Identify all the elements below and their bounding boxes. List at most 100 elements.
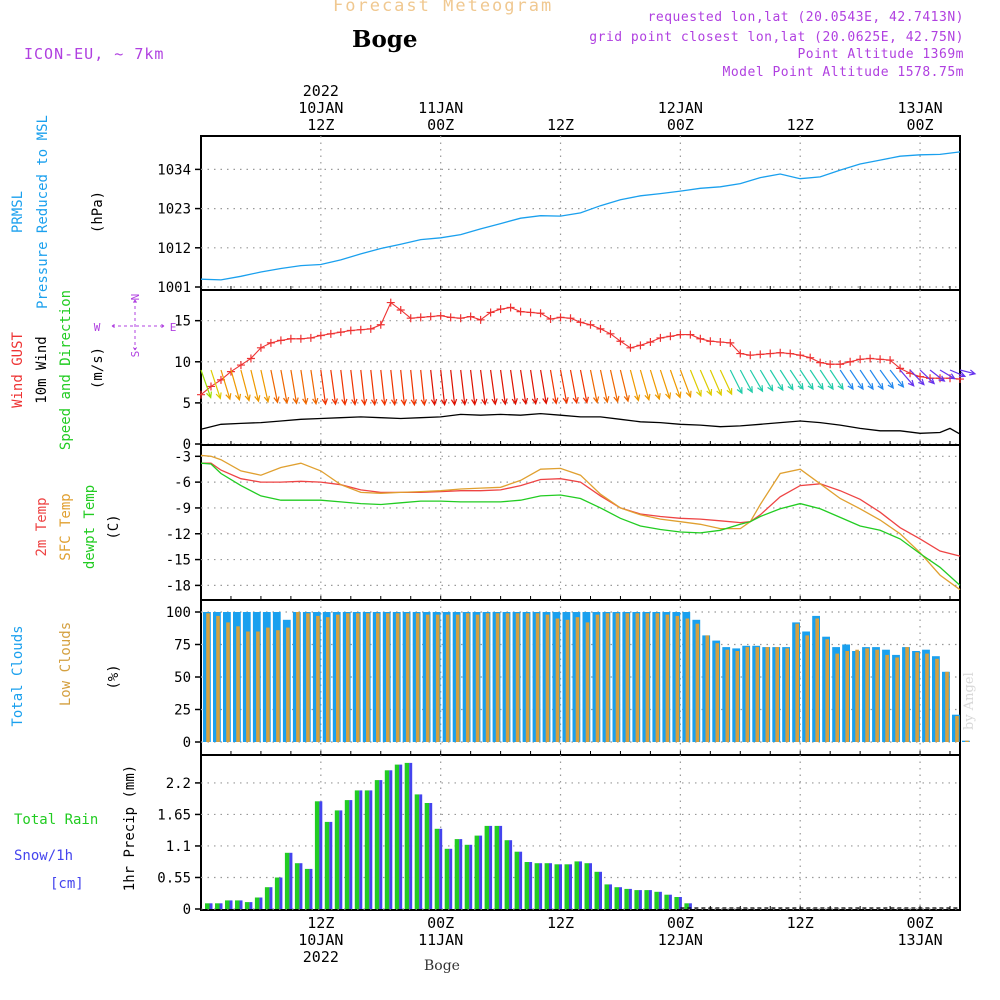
rain-bar: [235, 900, 240, 909]
top-time-label: 10JAN: [298, 99, 343, 117]
low-cloud-bar: [865, 648, 869, 742]
low-cloud-bar: [845, 651, 849, 742]
snow-bar: [369, 790, 373, 909]
y-tick-label: -9: [174, 501, 191, 517]
low-cloud-bar: [276, 630, 280, 742]
rain-bar: [474, 835, 480, 909]
wind-arrow: [300, 369, 309, 406]
gust-point: [286, 334, 295, 343]
y-tick-label: 2.2: [166, 776, 191, 792]
low-cloud-bar: [395, 613, 400, 742]
snow-bar: [678, 897, 682, 909]
snow-bar: [409, 762, 413, 909]
low-cloud-bar: [286, 627, 290, 742]
y-tick-label: 50: [174, 670, 191, 686]
wind-arrow: [689, 369, 702, 398]
low-cloud-bar: [256, 631, 260, 742]
gust-point: [646, 338, 655, 347]
compass-w: W: [94, 321, 101, 334]
y-tick-label: 1001: [157, 280, 191, 296]
rain-bar: [504, 840, 510, 909]
snow-bar: [319, 801, 323, 909]
rain-bar: [564, 864, 569, 909]
snow-bar: [499, 825, 503, 909]
wind-arrow: [849, 369, 864, 391]
snow-bar: [279, 877, 283, 909]
snow-bar: [289, 852, 293, 909]
gust-point: [566, 314, 575, 323]
panel-temperature: -3 -6 -9 -12 -15 -18: [166, 444, 961, 601]
label-prmsl: PRMSL: [10, 191, 26, 233]
rain-bar: [544, 863, 550, 909]
low-cloud-bar: [885, 654, 889, 742]
top-time-label: 11JAN: [418, 99, 463, 117]
low-cloud-bar: [815, 618, 819, 742]
wind-arrow: [959, 369, 977, 376]
wind-arrow: [470, 369, 478, 406]
dewpt-line: [200, 462, 961, 586]
gust-point: [626, 343, 635, 352]
low-cloud-bar: [765, 647, 770, 742]
y-tick-label: 5: [183, 396, 191, 412]
bottom-time-label: 00Z: [907, 914, 934, 932]
label-cm: [cm]: [50, 876, 84, 892]
gust-point: [426, 312, 435, 321]
rain-bar: [314, 801, 320, 909]
bottom-time-label: 13JAN: [897, 931, 942, 949]
snow-bar: [549, 863, 552, 909]
compass-n: N: [129, 294, 142, 301]
y-tick-label: 1.65: [157, 807, 191, 823]
label-celsius: (C): [106, 514, 122, 539]
low-cloud-bar: [635, 613, 640, 742]
rain-bar: [374, 780, 380, 909]
gust-point: [896, 364, 905, 373]
temp-2m-line: [201, 462, 961, 557]
low-cloud-bar: [316, 615, 320, 742]
snow-bar: [229, 900, 233, 909]
y-tick-label: 25: [174, 703, 191, 719]
wind-arrow: [420, 369, 427, 407]
gust-point: [616, 337, 625, 346]
low-cloud-bar: [535, 613, 540, 742]
low-cloud-bar: [585, 622, 590, 742]
rain-bar: [674, 897, 679, 909]
gust-point: [656, 333, 665, 342]
low-cloud-bar: [306, 613, 310, 742]
wind-arrow: [220, 369, 232, 401]
low-cloud-bar: [296, 612, 300, 742]
requested-coords: requested lon,lat (20.0543E, 42.7413N): [647, 10, 964, 25]
gust-point: [666, 332, 675, 341]
bottom-time-label: 2022: [303, 948, 339, 966]
y-tick-label: 1034: [157, 162, 191, 178]
compass-s: S: [129, 351, 142, 358]
wind-arrow: [290, 369, 299, 405]
wind-arrow: [899, 369, 915, 387]
gust-point: [486, 308, 495, 317]
low-cloud-bar: [795, 623, 799, 742]
gust-point: [776, 348, 785, 357]
meteogram-title: Forecast Meteogram: [333, 0, 554, 16]
rain-bar: [284, 852, 290, 909]
low-cloud-bar: [655, 613, 660, 742]
panel-clouds: 0 25 50 75 100: [166, 599, 970, 756]
rain-bar: [244, 902, 250, 909]
gust-point: [246, 354, 255, 363]
label-dewpt-temp: dewpt Temp: [82, 485, 98, 569]
snow-bar: [479, 835, 483, 909]
gust-point: [676, 330, 685, 339]
rain-bar: [524, 862, 530, 909]
low-cloud-bar: [405, 613, 410, 742]
wind-arrow: [530, 369, 539, 406]
label-total-clouds: Total Clouds: [10, 625, 26, 726]
low-cloud-bar: [236, 626, 240, 742]
wind-arrow: [260, 369, 270, 404]
label-total-rain: Total Rain: [14, 812, 98, 828]
low-cloud-bar: [475, 614, 480, 742]
gust-point: [576, 318, 585, 327]
top-time-label: 12Z: [787, 116, 814, 134]
low-cloud-bar: [615, 613, 620, 742]
top-time-label: 12Z: [547, 116, 574, 134]
bottom-time-label: 11JAN: [418, 931, 463, 949]
rain-bar: [444, 848, 450, 909]
rain-bar: [604, 884, 609, 909]
